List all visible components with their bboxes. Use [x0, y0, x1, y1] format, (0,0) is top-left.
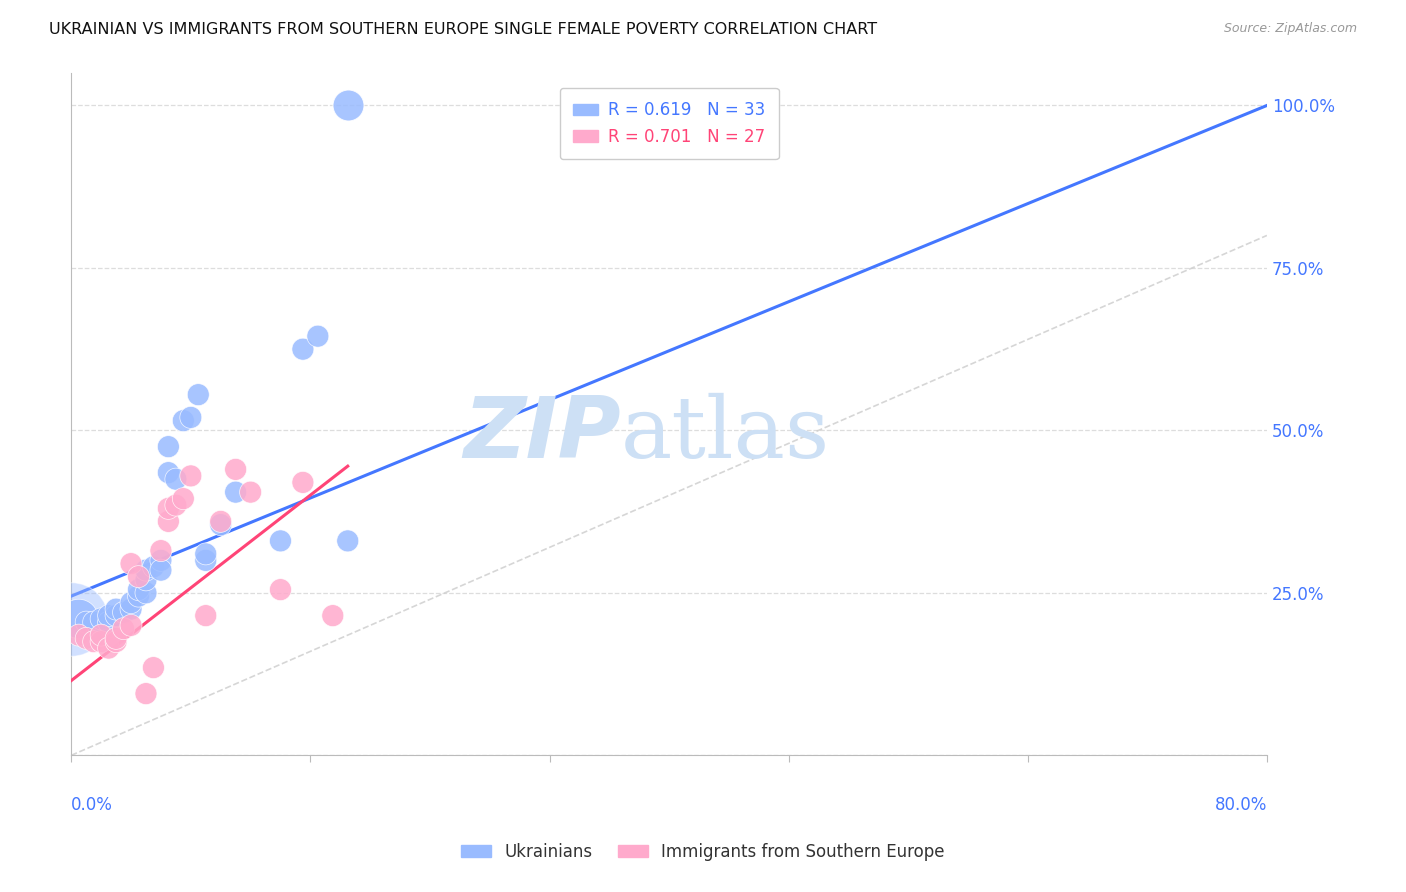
- Point: [135, 687, 157, 701]
- Text: ZIP: ZIP: [464, 393, 621, 476]
- Point: [105, 632, 128, 646]
- Point: [105, 608, 128, 623]
- Point: [97, 641, 120, 656]
- Point: [157, 466, 180, 480]
- Point: [180, 469, 202, 483]
- Point: [225, 485, 247, 500]
- Text: atlas: atlas: [621, 393, 831, 476]
- Point: [291, 342, 314, 356]
- Point: [97, 608, 120, 623]
- Point: [307, 329, 329, 343]
- Point: [67, 612, 90, 626]
- Point: [269, 582, 291, 597]
- Point: [194, 553, 217, 567]
- Text: 80.0%: 80.0%: [1215, 797, 1267, 814]
- Point: [149, 563, 172, 577]
- Point: [112, 606, 135, 620]
- Point: [90, 628, 112, 642]
- Point: [83, 615, 105, 629]
- Point: [149, 543, 172, 558]
- Point: [194, 547, 217, 561]
- Point: [90, 612, 112, 626]
- Point: [157, 440, 180, 454]
- Point: [105, 602, 128, 616]
- Point: [97, 615, 120, 629]
- Point: [149, 553, 172, 567]
- Point: [165, 472, 187, 486]
- Point: [187, 387, 209, 401]
- Point: [75, 615, 97, 629]
- Point: [194, 608, 217, 623]
- Point: [209, 517, 232, 532]
- Point: [142, 660, 165, 674]
- Point: [60, 612, 83, 626]
- Point: [105, 634, 128, 648]
- Point: [269, 533, 291, 548]
- Point: [336, 533, 359, 548]
- Point: [90, 634, 112, 648]
- Point: [225, 462, 247, 476]
- Point: [67, 628, 90, 642]
- Legend: Ukrainians, Immigrants from Southern Europe: Ukrainians, Immigrants from Southern Eur…: [454, 837, 952, 868]
- Point: [172, 491, 194, 506]
- Legend: R = 0.619   N = 33, R = 0.701   N = 27: R = 0.619 N = 33, R = 0.701 N = 27: [560, 88, 779, 159]
- Point: [120, 618, 142, 632]
- Text: UKRAINIAN VS IMMIGRANTS FROM SOUTHERN EUROPE SINGLE FEMALE POVERTY CORRELATION C: UKRAINIAN VS IMMIGRANTS FROM SOUTHERN EU…: [49, 22, 877, 37]
- Point: [112, 622, 135, 636]
- Point: [75, 632, 97, 646]
- Point: [120, 602, 142, 616]
- Point: [135, 563, 157, 577]
- Point: [157, 515, 180, 529]
- Point: [128, 589, 150, 603]
- Point: [128, 569, 150, 583]
- Point: [172, 414, 194, 428]
- Point: [83, 634, 105, 648]
- Point: [128, 582, 150, 597]
- Point: [336, 98, 359, 112]
- Point: [291, 475, 314, 490]
- Point: [157, 501, 180, 516]
- Text: 0.0%: 0.0%: [72, 797, 112, 814]
- Point: [135, 586, 157, 600]
- Point: [209, 515, 232, 529]
- Text: Source: ZipAtlas.com: Source: ZipAtlas.com: [1223, 22, 1357, 36]
- Point: [322, 608, 344, 623]
- Point: [180, 410, 202, 425]
- Point: [239, 485, 262, 500]
- Point: [120, 557, 142, 571]
- Point: [120, 596, 142, 610]
- Point: [165, 498, 187, 512]
- Point: [142, 560, 165, 574]
- Point: [135, 573, 157, 587]
